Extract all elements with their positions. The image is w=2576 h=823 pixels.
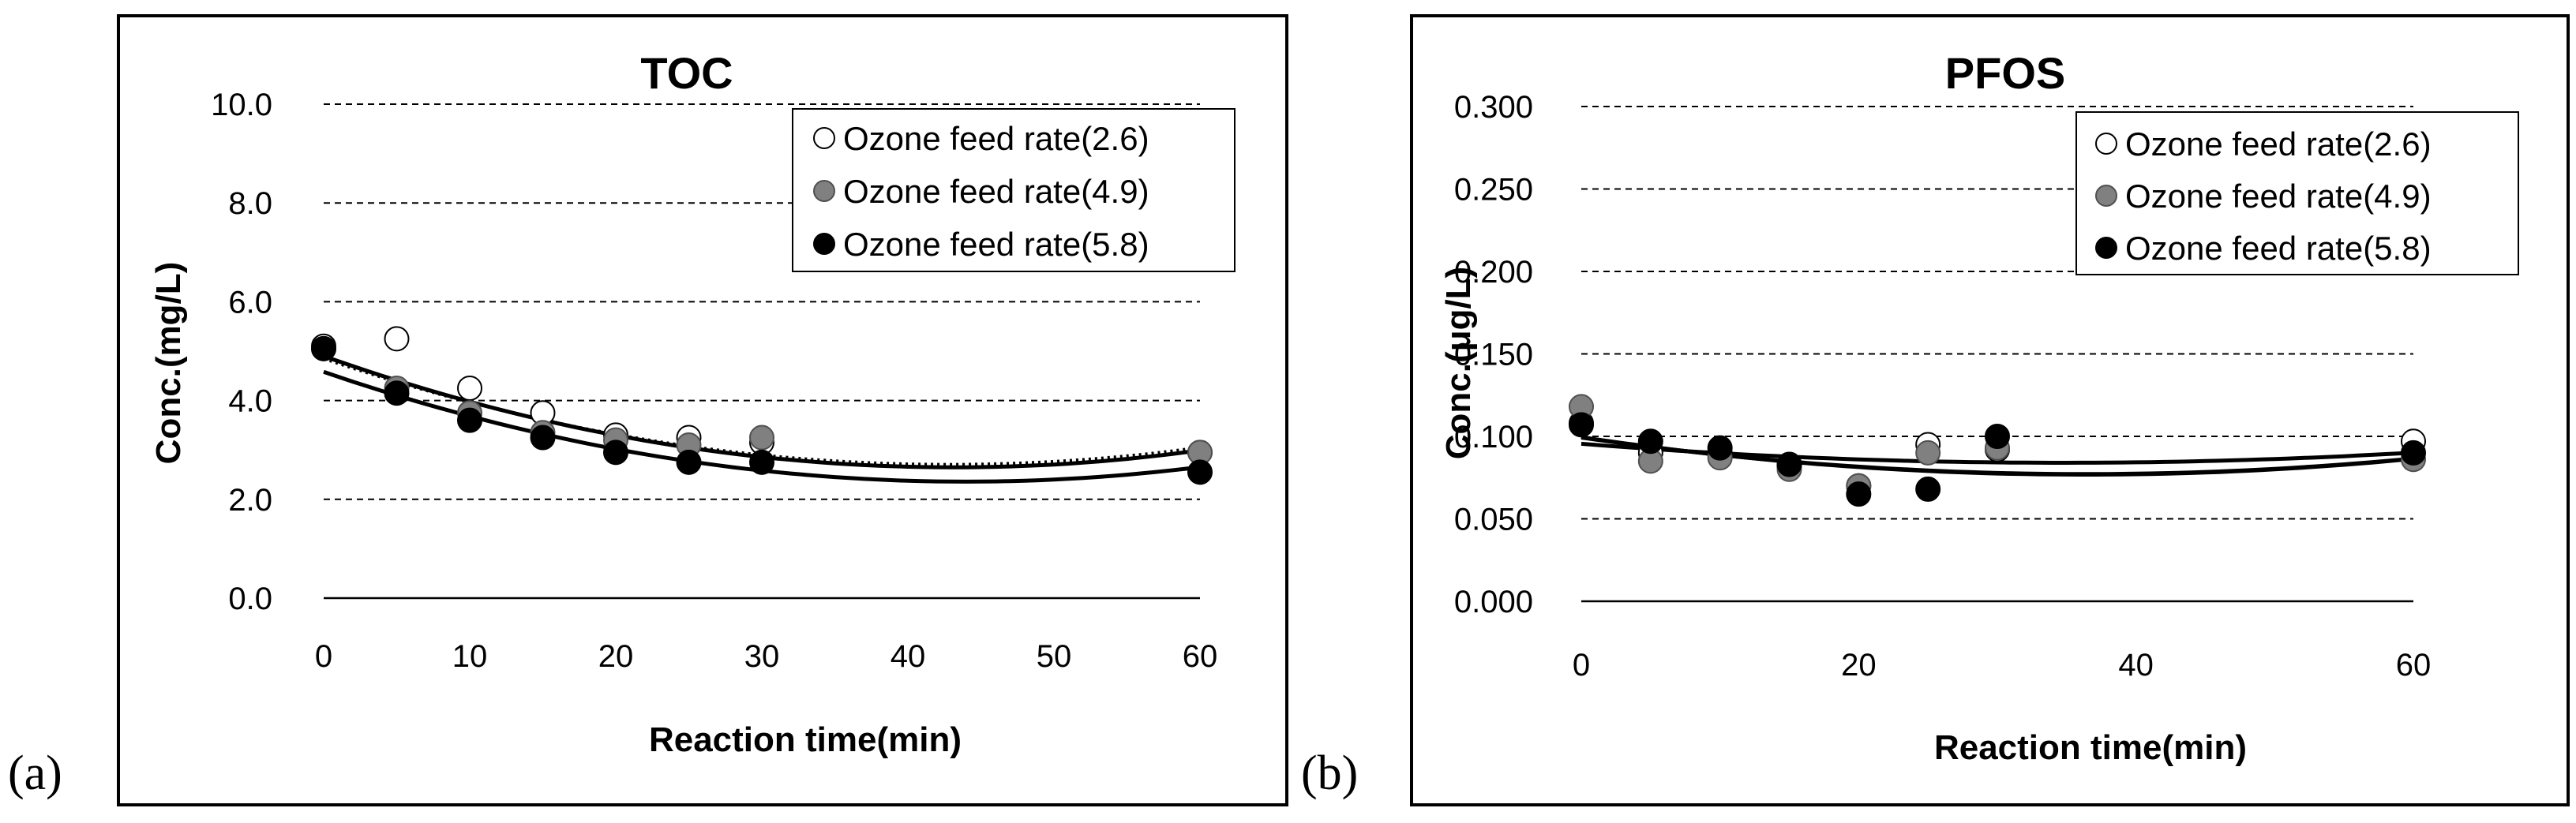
- x-tick-label: 0: [1573, 648, 1590, 683]
- legend-marker-open-circle: [2095, 133, 2117, 155]
- legend-marker-black-circle: [2095, 237, 2117, 259]
- data-point-black-circle: [1569, 412, 1594, 438]
- legend-label: Ozone feed rate(5.8): [843, 226, 1149, 263]
- x-axis-title: Reaction time(min): [1934, 728, 2247, 767]
- legend-label: Ozone feed rate(5.8): [2125, 230, 2432, 267]
- chart-title: PFOS: [1945, 48, 2065, 98]
- data-point-gray-circle: [1915, 440, 1941, 466]
- data-point-black-circle: [457, 407, 482, 433]
- legend-marker-black-circle: [813, 233, 835, 255]
- y-axis-title: Conc.(mg/L): [149, 262, 188, 465]
- x-axis-title: Reaction time(min): [649, 720, 962, 759]
- y-tick-label: 0.0: [228, 582, 272, 616]
- x-tick-label: 50: [1037, 639, 1072, 674]
- data-point-open-circle: [457, 375, 482, 401]
- data-point-black-circle: [384, 380, 410, 406]
- legend-label: Ozone feed rate(2.6): [2125, 125, 2432, 163]
- data-point-black-circle: [1915, 476, 1941, 502]
- y-tick-label: 0.200: [1454, 255, 1533, 290]
- data-point-black-circle: [311, 335, 336, 361]
- x-tick-label: 20: [1841, 648, 1877, 683]
- chart-pfos: PFOS Reaction time(min) Conc.(μg/L) 0.00…: [1439, 48, 2519, 767]
- x-tick-label: 60: [2396, 648, 2432, 683]
- chart-title: TOC: [640, 48, 733, 98]
- panel-letter-a: (a): [8, 746, 62, 800]
- chart-toc: TOC Reaction time(min) Conc.(mg/L) 0.0 2.…: [149, 48, 1236, 759]
- data-point-black-circle: [530, 425, 556, 451]
- panel-letter-b: (b): [1301, 746, 1358, 800]
- legend-marker-gray-circle: [813, 180, 835, 202]
- x-tick-label: 60: [1183, 639, 1218, 674]
- data-point-black-circle: [2401, 440, 2426, 466]
- y-tick-label: 10.0: [211, 88, 272, 122]
- data-point-black-circle: [603, 440, 628, 466]
- y-tick-label: 8.0: [228, 186, 272, 221]
- data-point-black-circle: [1187, 459, 1213, 485]
- data-point-black-circle: [749, 449, 774, 475]
- legend-label: Ozone feed rate(4.9): [843, 173, 1149, 210]
- y-tick-label: 6.0: [228, 285, 272, 320]
- data-point-black-circle: [1846, 481, 1872, 507]
- legend-label: Ozone feed rate(4.9): [2125, 178, 2432, 215]
- data-point-black-circle: [1985, 424, 2010, 449]
- y-tick-label: 0.100: [1454, 420, 1533, 455]
- y-tick-label: 0.150: [1454, 338, 1533, 372]
- data-point-black-circle: [676, 449, 702, 475]
- data-point-black-circle: [1707, 435, 1733, 461]
- legend-box: [792, 108, 1236, 272]
- x-tick-label: 10: [452, 639, 488, 674]
- y-tick-label: 2.0: [228, 483, 272, 518]
- legend-marker-open-circle: [813, 127, 835, 149]
- legend-marker-gray-circle: [2095, 185, 2117, 207]
- y-tick-label: 0.000: [1454, 585, 1533, 619]
- x-tick-label: 20: [598, 639, 634, 674]
- data-point-open-circle: [384, 326, 410, 352]
- y-tick-label: 0.300: [1454, 90, 1533, 125]
- data-point-gray-circle: [749, 425, 774, 451]
- legend-label: Ozone feed rate(2.6): [843, 120, 1149, 157]
- y-axis-title: Conc.(μg/L): [1439, 267, 1478, 459]
- x-tick-label: 40: [2118, 648, 2154, 683]
- data-point-black-circle: [1637, 428, 1663, 455]
- legend-box: [2075, 111, 2519, 275]
- y-tick-label: 0.250: [1454, 173, 1533, 208]
- x-tick-label: 30: [744, 639, 780, 674]
- x-tick-label: 0: [315, 639, 332, 674]
- data-point-black-circle: [1776, 451, 1802, 477]
- y-tick-label: 4.0: [228, 384, 272, 419]
- y-tick-label: 0.050: [1454, 503, 1533, 537]
- x-tick-label: 40: [891, 639, 926, 674]
